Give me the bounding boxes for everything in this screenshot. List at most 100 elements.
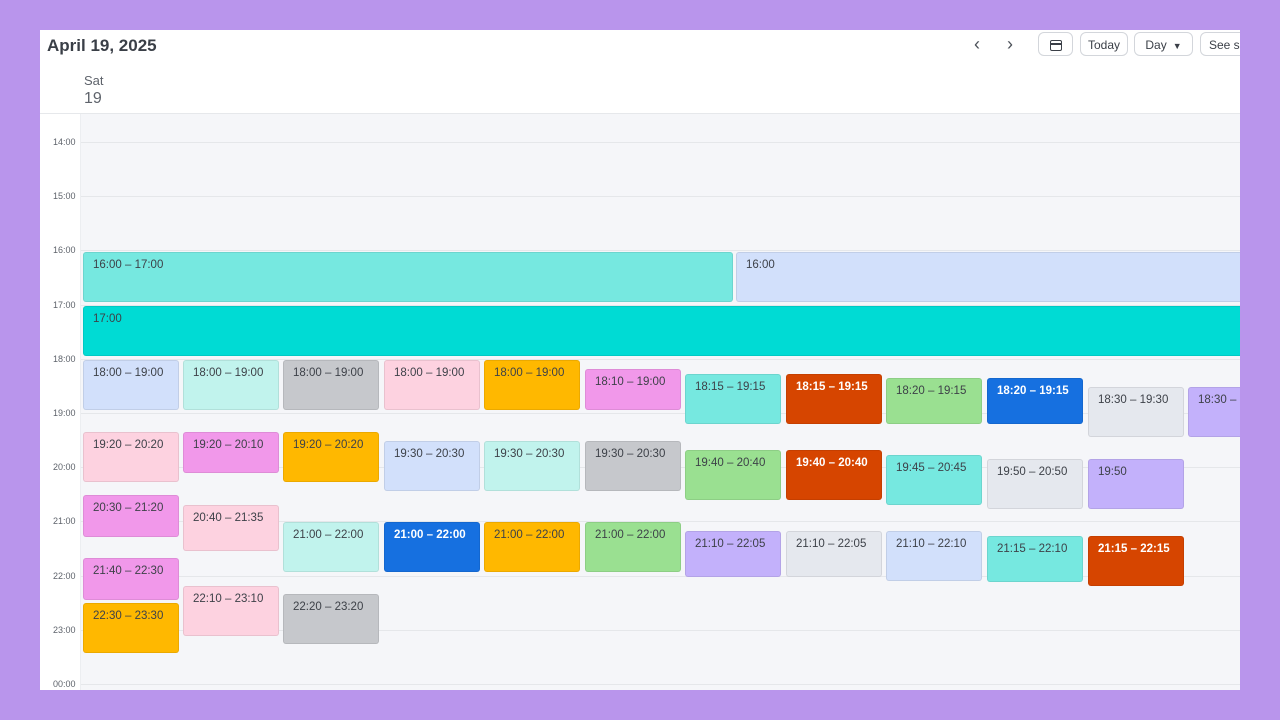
header-divider <box>40 113 1240 114</box>
see-schedule-button[interactable]: See sc <box>1200 32 1240 56</box>
event-time-label: 16:00 <box>746 259 775 271</box>
event-card[interactable]: 21:00 – 22:00 <box>585 522 681 572</box>
view-select[interactable]: Day ▼ <box>1134 32 1193 56</box>
hour-label: 23:00 <box>53 624 76 635</box>
event-time-label: 19:50 – 20:50 <box>997 466 1068 478</box>
event-time-label: 19:40 – 20:40 <box>796 457 868 469</box>
event-card[interactable]: 18:00 – 19:00 <box>183 360 279 410</box>
event-card[interactable]: 20:30 – 21:20 <box>83 495 179 537</box>
event-time-label: 22:10 – 23:10 <box>193 593 264 605</box>
event-card[interactable]: 19:45 – 20:45 <box>886 455 982 505</box>
view-select-label: Day <box>1145 38 1167 52</box>
chevron-down-icon: ▼ <box>1172 41 1182 51</box>
event-card[interactable]: 22:20 – 23:20 <box>283 594 379 644</box>
hour-gridline <box>81 575 1240 577</box>
event-card[interactable]: 16:00 <box>736 252 1240 302</box>
event-time-label: 18:15 – 19:15 <box>796 381 868 393</box>
event-time-label: 21:15 – 22:15 <box>1098 543 1170 555</box>
event-time-label: 18:15 – 19:15 <box>695 381 766 393</box>
date-picker-button[interactable] <box>1038 32 1073 56</box>
hour-label: 16:00 <box>53 245 76 256</box>
event-time-label: 19:20 – 20:20 <box>93 439 164 451</box>
event-card[interactable]: 21:15 – 22:15 <box>1088 536 1184 586</box>
event-card[interactable]: 18:00 – 19:00 <box>384 360 480 410</box>
event-time-label: 18:00 – 19:00 <box>193 367 264 379</box>
event-card[interactable]: 19:40 – 20:40 <box>685 450 781 500</box>
event-card[interactable]: 19:30 – 20:30 <box>384 441 480 491</box>
event-time-label: 19:30 – 20:30 <box>394 448 465 460</box>
event-card[interactable]: 19:30 – 20:30 <box>484 441 580 491</box>
event-card[interactable]: 18:00 – 19:00 <box>283 360 379 410</box>
hour-label: 21:00 <box>53 516 76 527</box>
event-card[interactable]: 21:00 – 22:00 <box>484 522 580 572</box>
event-card[interactable]: 21:00 – 22:00 <box>384 522 480 572</box>
event-card[interactable]: 18:10 – 19:00 <box>585 369 681 410</box>
event-time-label: 22:30 – 23:30 <box>93 610 164 622</box>
chevron-right-icon: › <box>1007 34 1013 54</box>
event-time-label: 19:40 – 20:40 <box>695 457 766 469</box>
day-name: Sat <box>84 73 104 88</box>
event-card[interactable]: 18:15 – 19:15 <box>786 374 882 424</box>
event-time-label: 19:45 – 20:45 <box>896 462 967 474</box>
event-time-label: 18:10 – 19:00 <box>595 376 666 388</box>
event-card[interactable]: 19:40 – 20:40 <box>786 450 882 500</box>
event-time-label: 18:00 – 19:00 <box>494 367 565 379</box>
event-card[interactable]: 19:20 – 20:20 <box>83 432 179 482</box>
event-time-label: 19:20 – 20:10 <box>193 439 264 451</box>
event-time-label: 17:00 <box>93 313 122 325</box>
event-card[interactable]: 22:10 – 23:10 <box>183 586 279 636</box>
hour-label: 17:00 <box>53 299 76 310</box>
hour-label: 15:00 <box>53 191 76 202</box>
event-card[interactable]: 21:15 – 22:10 <box>987 536 1083 582</box>
event-time-label: 20:40 – 21:35 <box>193 512 264 524</box>
calendar-icon <box>1049 40 1062 51</box>
hour-gridline <box>81 196 1240 198</box>
hour-label: 00:00 <box>53 679 76 689</box>
event-card[interactable]: 19:20 – 20:20 <box>283 432 379 482</box>
hour-gridline <box>81 521 1240 523</box>
page-title: April 19, 2025 <box>47 36 157 55</box>
hour-gridline <box>81 358 1240 360</box>
event-card[interactable]: 19:50 <box>1088 459 1184 509</box>
day-number: 19 <box>84 90 102 107</box>
event-time-label: 19:20 – 20:20 <box>293 439 364 451</box>
event-card[interactable]: 18:30 – 1 <box>1188 387 1240 437</box>
hour-gridline <box>81 413 1240 414</box>
event-card[interactable]: 21:40 – 22:30 <box>83 558 179 600</box>
calendar-window: April 19, 2025 ‹ › Today Day ▼ See sc Sat… <box>40 30 1240 690</box>
event-card[interactable]: 17:00 <box>83 306 1240 356</box>
event-time-label: 18:00 – 19:00 <box>293 367 364 379</box>
hour-gridline <box>81 304 1240 306</box>
event-card[interactable]: 19:30 – 20:30 <box>585 441 681 491</box>
event-card[interactable]: 19:50 – 20:50 <box>987 459 1083 509</box>
event-time-label: 18:00 – 19:00 <box>394 367 465 379</box>
event-card[interactable]: 21:10 – 22:05 <box>685 531 781 577</box>
event-card[interactable]: 21:10 – 22:10 <box>886 531 982 581</box>
event-time-label: 18:00 – 19:00 <box>93 367 164 379</box>
next-day-button[interactable]: › <box>999 34 1021 56</box>
event-card[interactable]: 18:00 – 19:00 <box>484 360 580 410</box>
event-card[interactable]: 18:20 – 19:15 <box>987 378 1083 424</box>
event-card[interactable]: 18:15 – 19:15 <box>685 374 781 424</box>
event-card[interactable]: 21:10 – 22:05 <box>786 531 882 577</box>
event-card[interactable]: 19:20 – 20:10 <box>183 432 279 473</box>
today-button[interactable]: Today <box>1080 32 1128 56</box>
event-time-label: 19:50 <box>1098 466 1127 478</box>
event-card[interactable]: 18:20 – 19:15 <box>886 378 982 424</box>
event-card[interactable]: 21:00 – 22:00 <box>283 522 379 572</box>
hour-gridline <box>81 142 1240 143</box>
event-time-label: 21:00 – 22:00 <box>494 529 565 541</box>
event-card[interactable]: 22:30 – 23:30 <box>83 603 179 653</box>
event-card[interactable]: 18:30 – 19:30 <box>1088 387 1184 437</box>
event-time-label: 18:30 – 19:30 <box>1098 394 1169 406</box>
event-time-label: 19:30 – 20:30 <box>595 448 666 460</box>
event-card[interactable]: 18:00 – 19:00 <box>83 360 179 410</box>
event-card[interactable]: 20:40 – 21:35 <box>183 505 279 551</box>
hour-label: 19:00 <box>53 408 76 418</box>
event-time-label: 21:00 – 22:00 <box>394 529 466 541</box>
event-card[interactable]: 16:00 – 17:00 <box>83 252 733 302</box>
event-time-label: 21:10 – 22:10 <box>896 538 967 550</box>
event-time-label: 22:20 – 23:20 <box>293 601 364 613</box>
event-time-label: 21:00 – 22:00 <box>595 529 666 541</box>
previous-day-button[interactable]: ‹ <box>966 34 988 56</box>
